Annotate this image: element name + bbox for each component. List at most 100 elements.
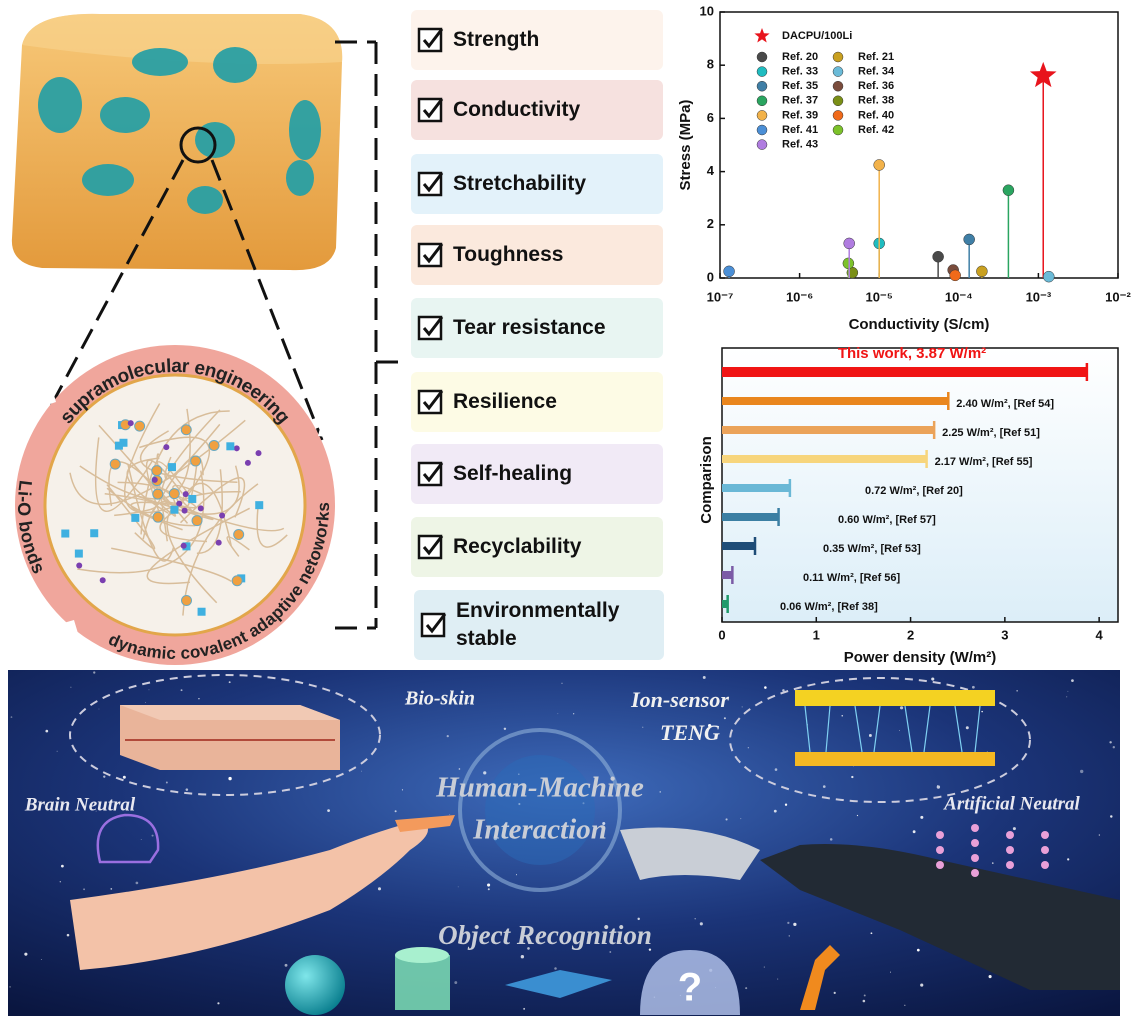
chain [127,464,175,562]
star [284,963,288,967]
illustrations: ? [69,674,1120,1015]
x-tick-label: 3 [1001,627,1008,642]
star [1080,769,1084,774]
bead [152,488,164,500]
ion [255,450,262,457]
bead [109,458,121,470]
star [70,686,72,688]
star [787,921,790,925]
polymer-network [61,403,288,616]
bead [168,488,180,500]
x-tick-label: 10⁻² [1105,289,1131,304]
star [327,809,330,812]
chain [134,494,214,521]
ion [99,577,106,584]
legend-marker [756,95,768,107]
star [774,768,778,771]
legend-marker [832,124,844,136]
star [394,810,397,813]
x-axis-title: Power density (W/m²) [844,649,997,666]
chain [139,430,238,484]
chain [111,547,232,583]
checkbox [417,242,444,268]
checkbox [417,389,444,415]
star [986,807,989,809]
star [1110,815,1113,818]
bar [722,571,733,579]
star [702,676,706,679]
chain [166,491,241,604]
ball-marker [949,269,961,282]
feature-label: Conductivity [453,98,581,121]
checkbox [417,534,444,560]
star [725,818,728,821]
feature-item: Self-healing [411,444,663,504]
y-axis-title: Comparison [698,436,715,524]
legend-label: Ref. 33 [782,66,818,78]
star [557,713,559,715]
x-tick-label: 10⁻⁶ [786,289,813,304]
star [912,830,916,834]
zoom-lines [36,40,405,630]
star [890,971,892,973]
star [863,994,866,997]
star [773,809,777,813]
ball-marker [1002,184,1015,196]
bar [722,600,728,608]
ion [219,512,226,519]
star [483,771,487,775]
star [856,814,859,817]
crosslink [170,505,179,514]
checkmark [422,462,444,483]
star [24,952,28,956]
legend-label: Ref. 40 [858,109,894,121]
ion [197,505,204,512]
ball-marker [1043,270,1055,283]
star [377,887,382,891]
star [784,803,788,806]
bead [231,575,243,587]
star [764,686,767,689]
star [862,999,866,1003]
star [829,838,833,841]
legend-label: Ref. 41 [782,124,818,136]
value-label: 2.17 W/m², [Ref 55] [935,456,1033,468]
app-label: TENG [660,720,720,745]
x-tick-label: 10⁻⁵ [865,289,892,304]
crosslink [61,529,70,538]
star [936,785,941,789]
feature-item: Resilience [411,372,663,432]
ion [181,507,188,514]
star [93,671,96,674]
star [782,689,785,692]
chain [94,437,153,512]
bead [180,424,192,436]
bar [722,367,1087,377]
star [981,710,983,713]
legend-marker [832,95,844,107]
star [841,715,844,717]
star [520,955,525,959]
feature-item: Toughness [411,225,663,285]
value-label: 0.60 W/m², [Ref 57] [838,514,936,526]
star [515,874,517,876]
star [659,791,662,793]
checkbox-frame [417,27,443,53]
feature-label: Strength [453,28,540,51]
x-tick-label: 2 [907,627,914,642]
ion [215,539,222,546]
legend-marker [756,124,768,136]
material-cube [11,13,343,271]
value-label: 2.40 W/m², [Ref 54] [956,398,1054,410]
legend-label: Ref. 43 [782,139,818,151]
legend-label: Ref. 42 [858,124,894,136]
bar [722,426,935,434]
star [180,689,183,692]
star [217,1002,220,1005]
star [1012,827,1016,831]
value-label: 0.72 W/m², [Ref 20] [865,485,963,497]
star [642,726,644,728]
value-label: This work, 3.87 W/m² [838,345,986,362]
checkbox [417,315,444,341]
question-icon: ? [678,966,702,1010]
